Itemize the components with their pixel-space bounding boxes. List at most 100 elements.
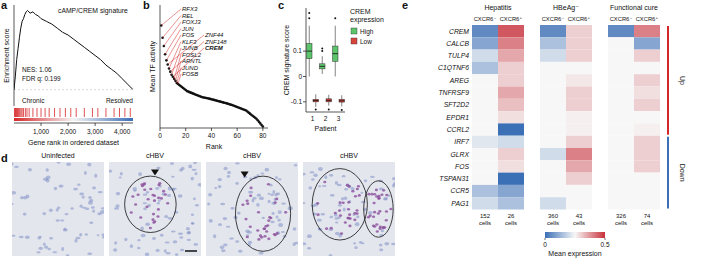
column-label: CXCR6⁺ — [568, 16, 591, 22]
stained-cell — [131, 195, 134, 198]
nucleus — [370, 176, 375, 178]
cell-unit: cells — [547, 220, 559, 226]
hit — [114, 108, 115, 117]
x-axis — [306, 112, 345, 113]
nucleus — [49, 209, 53, 212]
hit — [18, 108, 19, 117]
nucleus — [356, 215, 359, 218]
heatmap-cell — [498, 111, 524, 123]
stained-cell — [347, 217, 350, 220]
nucleus — [281, 203, 286, 205]
hit — [36, 108, 37, 117]
gene-label: GLRX — [450, 151, 469, 158]
stained-cell — [265, 230, 268, 233]
stained-cell — [134, 203, 137, 206]
nucleus — [268, 200, 271, 203]
nucleus — [248, 191, 253, 194]
group-bar — [667, 137, 669, 209]
nucleus — [44, 246, 48, 249]
nucleus — [171, 176, 174, 178]
stained-cell — [367, 216, 370, 219]
nucleus — [164, 215, 168, 218]
heatmap-cell — [472, 87, 498, 99]
nucleus — [43, 243, 46, 246]
nucleus — [46, 168, 49, 171]
heatmap-cell — [608, 87, 634, 99]
panel-letter: a — [1, 0, 8, 11]
heatmap-cell — [566, 99, 592, 111]
stained-cell — [357, 185, 360, 188]
stained-cell — [130, 211, 133, 214]
heatmap-cell — [540, 123, 566, 135]
nucleus — [156, 167, 160, 170]
heatmap-cell — [566, 160, 592, 172]
nucleus — [194, 243, 198, 246]
x-tick-label: 4,000 — [114, 128, 131, 135]
nucleus — [343, 208, 346, 212]
nucleus — [19, 236, 24, 239]
image-label: cHBV — [340, 152, 358, 159]
heatmap-cell — [472, 25, 498, 37]
panel-letter: d — [1, 152, 8, 164]
colorbar-label: Mean expression — [548, 250, 601, 258]
nucleus — [94, 174, 97, 178]
outlier — [321, 48, 323, 50]
nucleus — [188, 165, 192, 169]
heatmap-cell — [498, 87, 524, 99]
outlier — [315, 108, 317, 110]
gene-label: EPDR1 — [446, 114, 469, 121]
gene-label: CALCB — [446, 40, 469, 47]
cell-count: 326 — [616, 213, 627, 219]
stained-cell — [375, 223, 378, 226]
gene-label: TSPAN31 — [439, 175, 469, 182]
nucleus — [89, 221, 93, 224]
nucleus — [303, 202, 306, 204]
nucleus — [329, 254, 333, 256]
x-tick-label: 60 — [234, 132, 242, 139]
outlier — [328, 108, 330, 110]
nucleus — [217, 178, 222, 181]
nucleus — [66, 254, 70, 256]
hit — [65, 108, 66, 117]
stained-cell — [385, 210, 388, 213]
nucleus — [235, 240, 239, 243]
hit — [41, 108, 42, 117]
heatmap-cell — [540, 173, 566, 185]
stained-cell — [273, 233, 276, 236]
cell-count: 26 — [508, 213, 515, 219]
panel-title: Functional cure — [610, 4, 658, 11]
stained-cell — [153, 220, 156, 223]
outlier — [341, 109, 343, 111]
stained-cell — [268, 216, 271, 219]
stained-cell — [267, 219, 270, 222]
stained-cell — [353, 212, 356, 215]
heatmap-cell — [498, 99, 524, 111]
y-axis-label: Enrichment score — [3, 28, 10, 83]
nucleus — [194, 172, 197, 175]
nucleus — [256, 203, 259, 207]
median — [339, 100, 345, 101]
nucleus — [330, 194, 335, 197]
figure: a1,0002,0003,0004,000Gene rank in ordere… — [0, 0, 708, 261]
x-tick-label: 3,000 — [87, 128, 104, 135]
nucleus — [391, 243, 395, 246]
nucleus — [54, 187, 57, 190]
stained-cell — [339, 214, 342, 217]
nucleus — [191, 214, 194, 216]
box — [326, 99, 332, 102]
stained-cell — [338, 209, 341, 212]
y-axis-label: CREM signature score — [283, 25, 291, 96]
cell-unit: cells — [641, 220, 653, 226]
nucleus — [23, 212, 27, 215]
hit — [84, 108, 85, 117]
median — [333, 53, 339, 54]
nucleus — [355, 222, 360, 226]
stained-cell — [370, 193, 373, 196]
nucleus — [173, 188, 177, 190]
y-tick — [303, 76, 306, 77]
heatmap-cell — [566, 148, 592, 160]
nucleus — [318, 185, 321, 187]
nucleus — [87, 163, 91, 167]
hit — [26, 108, 27, 117]
stained-cell — [338, 201, 341, 204]
